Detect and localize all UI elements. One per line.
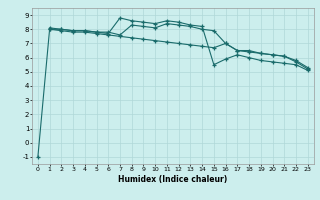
X-axis label: Humidex (Indice chaleur): Humidex (Indice chaleur): [118, 175, 228, 184]
